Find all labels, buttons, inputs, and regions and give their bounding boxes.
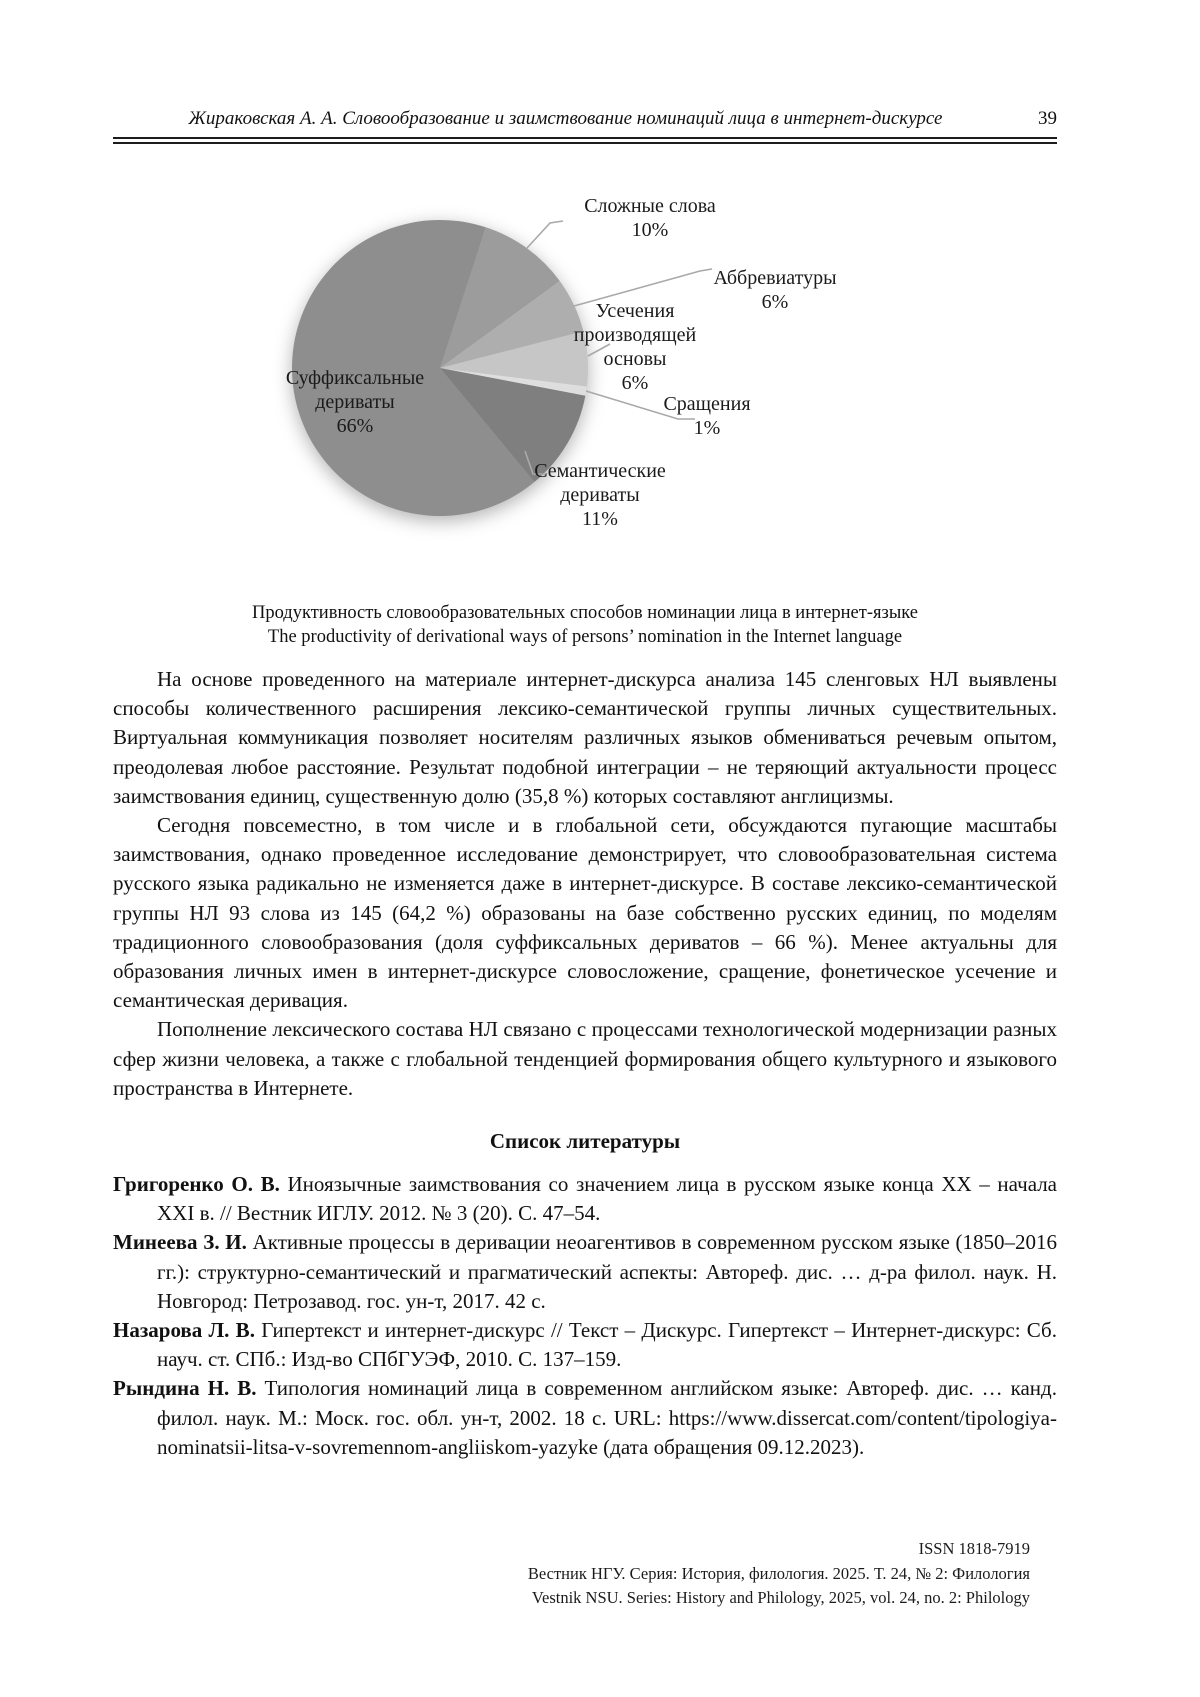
pie-slice-2 — [440, 331, 588, 387]
slice-label-pct: 10% — [631, 219, 669, 241]
pie-chart — [292, 219, 713, 516]
reference-author: Минеева З. И. — [113, 1230, 247, 1255]
slice-label-text: Усечения производящей основы — [573, 300, 697, 370]
article-body: На основе проведенного на материале инте… — [113, 665, 1057, 1103]
leader-line-abbrev — [573, 268, 713, 307]
leader-lines-group — [524, 220, 713, 475]
pie-slice-0 — [440, 227, 560, 368]
leader-line-slozhnye — [526, 220, 564, 249]
pie-slice-5 — [292, 219, 535, 516]
reference-text: Активные процессы в деривации неоагентив… — [157, 1230, 1057, 1313]
figure-caption-ru: Продуктивность словообразовательных спос… — [251, 603, 918, 623]
pie-slice-4 — [440, 368, 586, 483]
reference-author: Рындина Н. В. — [113, 1376, 257, 1401]
reference-item: Григоренко О. В. Иноязычные заимствовани… — [113, 1170, 1057, 1228]
slice-label-pct: 11% — [582, 508, 618, 530]
slice-label-pct: 6% — [761, 291, 789, 313]
references-heading: Список литературы — [489, 1129, 681, 1154]
slice-label-suffix: Суффиксальные дериваты 66% — [255, 366, 455, 438]
pie-chart-figure: Сложные слова 10% Аббревиатуры 6% Усечен… — [113, 166, 1057, 541]
slice-label-usech: Усечения производящей основы 6% — [560, 299, 710, 395]
slice-label-abbrev: Аббревиатуры 6% — [680, 266, 870, 314]
leader-line-semant — [524, 450, 547, 475]
slice-label-text: Семантические дериваты — [534, 460, 666, 506]
slice-label-pct: 6% — [621, 372, 649, 394]
slice-label-semant: Семантические дериваты 11% — [515, 459, 685, 531]
header-double-rule — [113, 137, 1057, 144]
leader-line-srashch — [585, 390, 695, 420]
pie-slice-3 — [440, 368, 587, 396]
slice-label-srashch: Сращения 1% — [642, 392, 772, 440]
pie-slices-group — [292, 219, 588, 516]
page-number: 39 — [1038, 108, 1057, 129]
reference-text: Иноязычные заимствования со значением ли… — [157, 1172, 1058, 1226]
footer-line-en: Vestnik NSU. Series: History and Philolo… — [531, 1588, 1030, 1607]
footer-issn: ISSN 1818-7919 — [918, 1539, 1030, 1558]
reference-text: Типология номинаций лица в современном а… — [157, 1376, 1057, 1459]
slice-label-pct: 1% — [693, 417, 721, 439]
pie-slice-1 — [440, 281, 584, 368]
paragraph: На основе проведенного на материале инте… — [113, 667, 1057, 808]
slice-label-pct: 66% — [336, 415, 374, 437]
reference-author: Григоренко О. В. — [113, 1172, 280, 1197]
running-head-title: Жираковская А. А. Словообразование и заи… — [188, 108, 943, 129]
running-head: Жираковская А. А. Словообразование и заи… — [113, 108, 1058, 130]
paragraph: Сегодня повсеместно, в том числе и в гло… — [113, 813, 1057, 1013]
reference-item: Минеева З. И. Активные процессы в дерива… — [113, 1228, 1057, 1316]
slice-label-slozhnye: Сложные слова 10% — [555, 194, 745, 242]
slice-label-text: Сращения — [663, 393, 751, 415]
journal-footer: ISSN 1818-7919 Вестник НГУ. Серия: Истор… — [528, 1537, 1030, 1611]
slice-label-text: Сложные слова — [584, 195, 716, 217]
reference-item: Назарова Л. В. Гипертекст и интернет-дис… — [113, 1316, 1057, 1374]
reference-author: Назарова Л. В. — [113, 1318, 255, 1343]
footer-line-ru: Вестник НГУ. Серия: История, филология. … — [527, 1563, 1030, 1583]
reference-item: Рындина Н. В. Типология номинаций лица в… — [113, 1374, 1057, 1462]
leader-line-usech — [587, 343, 611, 357]
paragraph: Пополнение лексического состава НЛ связа… — [113, 1017, 1057, 1100]
slice-label-text: Аббревиатуры — [713, 267, 837, 289]
reference-text: Гипертекст и интернет-дискурс // Текст –… — [157, 1318, 1057, 1372]
figure-caption-en: The productivity of derivational ways of… — [267, 627, 903, 647]
slice-label-text: Суффиксальные дериваты — [285, 367, 425, 413]
references-list: Григоренко О. В. Иноязычные заимствовани… — [113, 1170, 1057, 1462]
figure-caption: Продуктивность словообразовательных спос… — [113, 601, 1057, 649]
